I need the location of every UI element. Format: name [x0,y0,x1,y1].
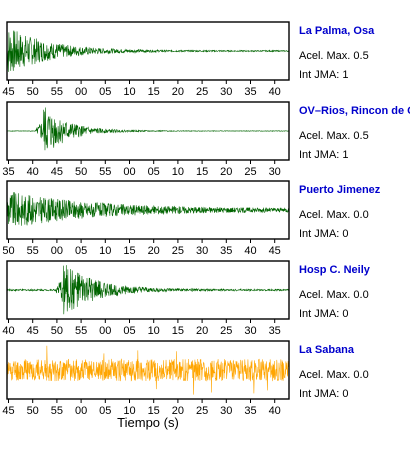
x-tick-label: 35 [269,325,281,337]
x-tick-label: 40 [269,86,281,98]
x-tick-label: 50 [51,325,63,337]
x-tick-label: 50 [75,166,87,178]
x-tick-label: 35 [220,245,232,257]
x-tick-label: 20 [220,166,232,178]
x-tick-label: 15 [123,245,135,257]
x-tick-label: 10 [123,86,135,98]
x-tick-label: 50 [27,405,39,417]
x-tick-label: 25 [220,325,232,337]
station-name: La Palma, Osa [299,25,375,37]
x-tick-label: 10 [123,405,135,417]
x-tick-label: 00 [75,86,87,98]
station-name: La Sabana [299,344,355,356]
x-tick-label: 00 [75,405,87,417]
x-tick-label: 05 [123,325,135,337]
x-tick-label: 05 [99,405,111,417]
x-tick-label: 30 [244,325,256,337]
x-tick-label: 45 [51,166,63,178]
x-tick-label: 55 [27,245,39,257]
x-tick-label: 35 [244,405,256,417]
x-tick-label: 40 [2,325,14,337]
x-tick-label: 45 [2,405,14,417]
x-axis-label: Tiempo (s) [117,415,179,430]
panel-frame [6,101,290,161]
waveform-trace [6,192,290,226]
x-tick-label: 00 [51,245,63,257]
waveform-trace [6,345,290,395]
x-tick-label: 25 [196,405,208,417]
x-tick-label: 25 [196,86,208,98]
jma-intensity-text: Int JMA: 0 [299,308,349,320]
x-tick-label: 15 [172,325,184,337]
accel-max-text: Acel. Max. 0.0 [299,289,369,301]
panel-frame [6,180,290,240]
x-tick-label: 25 [172,245,184,257]
accel-max-text: Acel. Max. 0.5 [299,50,369,62]
x-tick-label: 05 [99,86,111,98]
x-tick-label: 40 [244,245,256,257]
x-tick-label: 10 [99,245,111,257]
x-tick-label: 35 [2,166,14,178]
jma-intensity-text: Int JMA: 0 [299,388,349,400]
panel-frame [6,21,290,81]
x-tick-label: 10 [172,166,184,178]
x-tick-label: 45 [2,86,14,98]
waveform-trace [6,265,290,315]
panel-frame [6,260,290,320]
x-tick-label: 05 [148,166,160,178]
x-tick-label: 15 [148,86,160,98]
x-tick-label: 50 [27,86,39,98]
x-tick-label: 30 [196,245,208,257]
x-tick-label: 10 [148,325,160,337]
jma-intensity-text: Int JMA: 1 [299,149,349,161]
station-name: OV–Rios, Rincon de Os [299,105,410,117]
x-tick-label: 40 [269,405,281,417]
accel-max-text: Acel. Max. 0.0 [299,369,369,381]
x-tick-label: 35 [244,86,256,98]
x-tick-label: 20 [148,245,160,257]
x-tick-label: 45 [269,245,281,257]
x-tick-label: 55 [99,166,111,178]
x-tick-label: 50 [2,245,14,257]
accel-max-text: Acel. Max. 0.5 [299,130,369,142]
x-tick-label: 00 [99,325,111,337]
panel-frame [6,340,290,400]
x-tick-label: 55 [51,405,63,417]
station-name: Hosp C. Neily [299,264,371,276]
jma-intensity-text: Int JMA: 1 [299,69,349,81]
x-tick-label: 25 [244,166,256,178]
waveform-trace [6,30,290,72]
x-tick-label: 05 [75,245,87,257]
x-tick-label: 00 [123,166,135,178]
station-name: Puerto Jimenez [299,184,381,196]
x-tick-label: 55 [75,325,87,337]
x-tick-label: 55 [51,86,63,98]
x-tick-label: 30 [220,86,232,98]
x-tick-label: 20 [172,86,184,98]
x-tick-label: 30 [220,405,232,417]
x-tick-label: 45 [27,325,39,337]
x-tick-label: 20 [172,405,184,417]
accel-max-text: Acel. Max. 0.0 [299,209,369,221]
x-tick-label: 20 [196,325,208,337]
jma-intensity-text: Int JMA: 0 [299,228,349,240]
x-tick-label: 40 [27,166,39,178]
x-tick-label: 30 [269,166,281,178]
x-tick-label: 15 [196,166,208,178]
waveform-trace [6,107,290,151]
x-tick-label: 15 [148,405,160,417]
